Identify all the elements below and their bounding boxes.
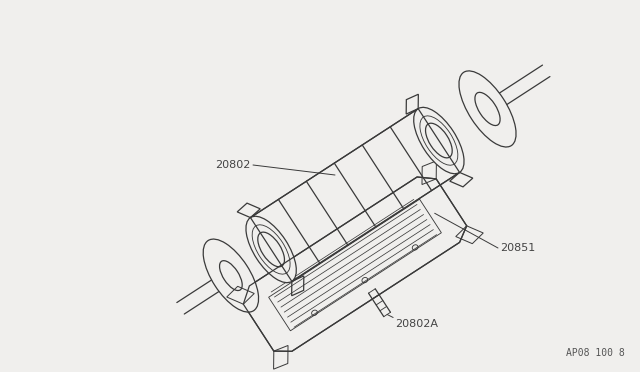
Ellipse shape — [203, 239, 259, 312]
Ellipse shape — [246, 216, 296, 283]
Text: 20802: 20802 — [215, 160, 250, 170]
Text: 20851: 20851 — [500, 243, 535, 253]
Ellipse shape — [459, 71, 516, 147]
Text: AP08 100 8: AP08 100 8 — [566, 348, 625, 358]
Text: 20802A: 20802A — [395, 320, 438, 330]
Ellipse shape — [413, 108, 464, 174]
